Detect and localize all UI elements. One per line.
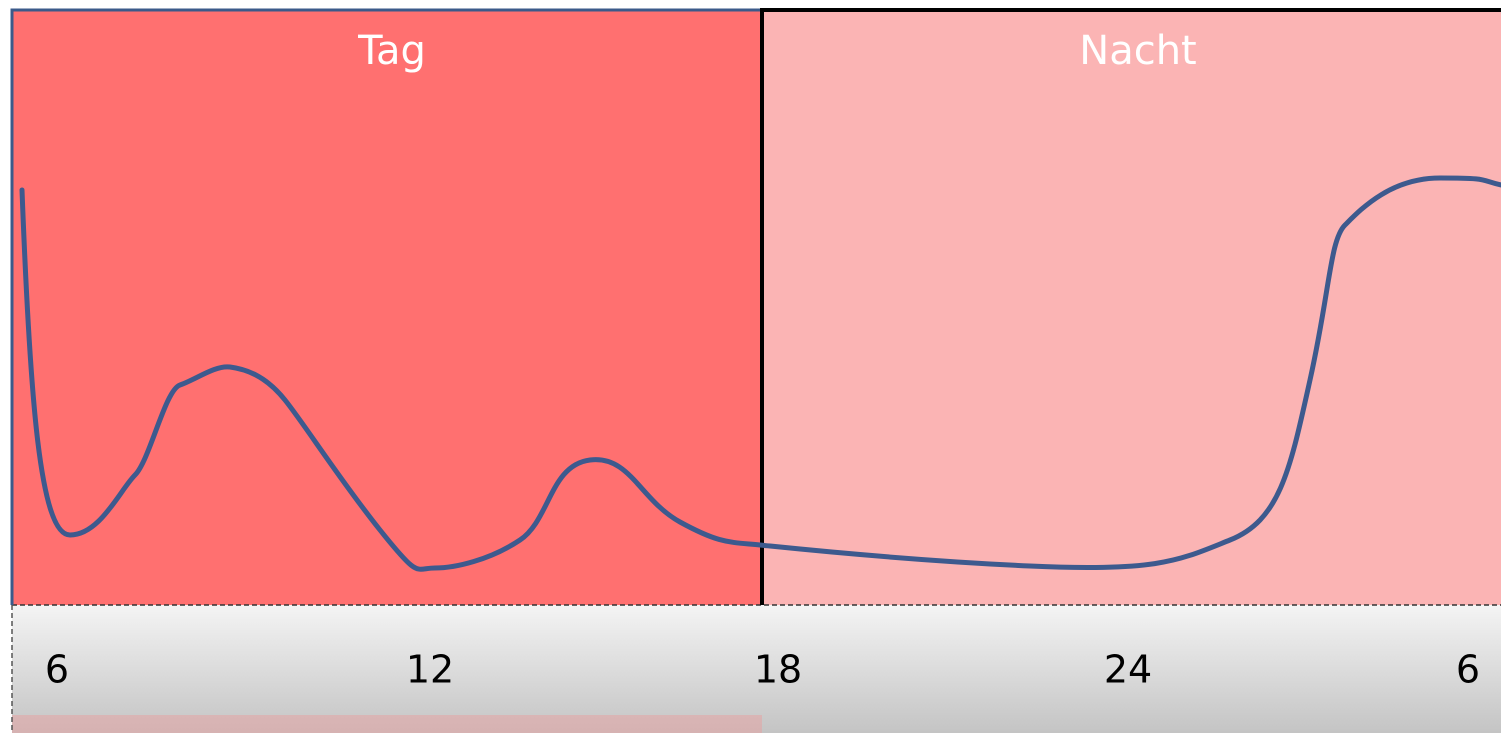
day-border (10, 8, 762, 605)
curve (19, 175, 1501, 572)
night-border (760, 8, 1501, 605)
day-region (12, 10, 762, 605)
time-band (12, 605, 1501, 733)
time-label: 6 (1456, 648, 1480, 692)
time-label: 6 (45, 648, 69, 692)
time-label: 24 (1104, 648, 1152, 692)
region-label: Nacht (1079, 28, 1196, 74)
time-label: 12 (406, 648, 454, 692)
region-label: Tag (357, 28, 426, 74)
time-label: 18 (754, 648, 802, 692)
night-region (762, 10, 1501, 605)
band-shadow (12, 715, 762, 733)
